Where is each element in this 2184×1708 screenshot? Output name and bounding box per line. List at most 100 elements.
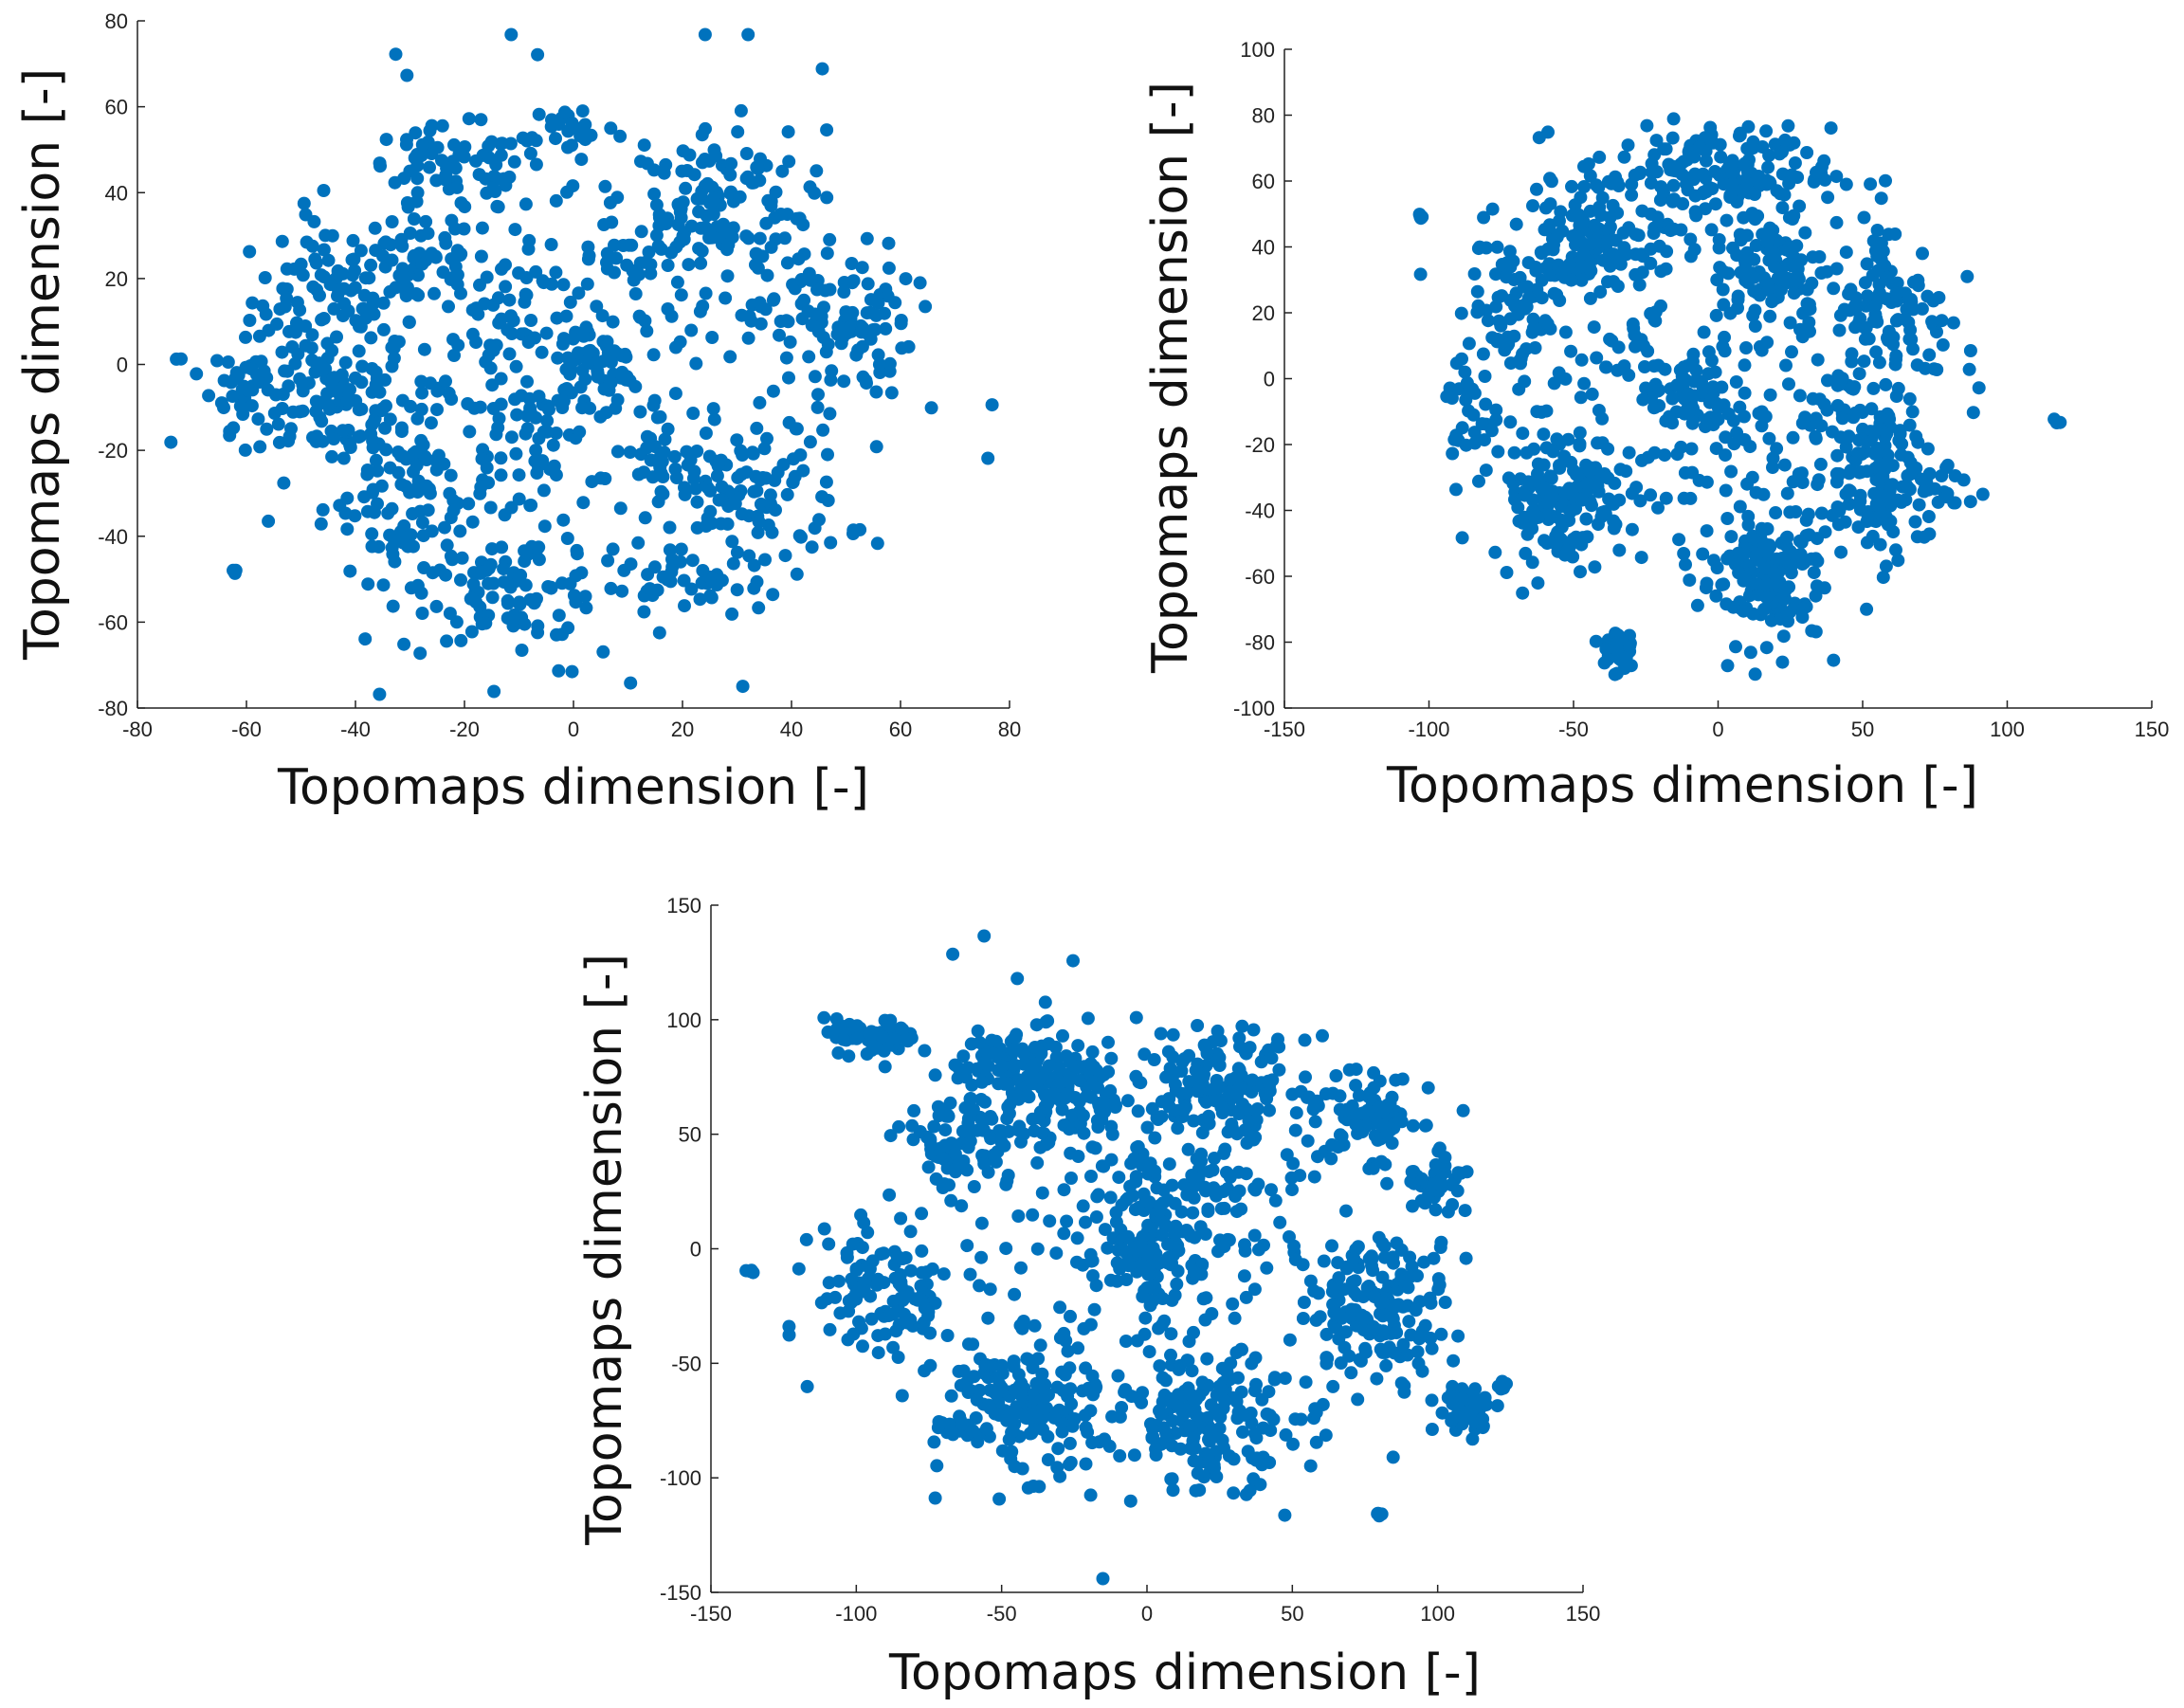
scatter-point bbox=[963, 1134, 977, 1148]
scatter-point bbox=[547, 459, 561, 473]
scatter-point bbox=[1214, 1202, 1228, 1216]
scatter-point bbox=[1531, 576, 1545, 591]
scatter-point bbox=[1479, 397, 1493, 411]
scatter-point bbox=[431, 448, 446, 463]
scatter-point bbox=[551, 351, 565, 365]
scatter-point bbox=[210, 354, 224, 368]
scatter-point bbox=[927, 1119, 941, 1134]
scatter-point bbox=[581, 344, 595, 358]
scatter-point bbox=[1272, 1063, 1286, 1077]
scatter-point bbox=[1035, 1186, 1049, 1200]
scatter-point bbox=[598, 472, 612, 485]
scatter-point bbox=[840, 1250, 854, 1264]
scatter-point bbox=[753, 473, 767, 487]
scatter-point bbox=[557, 105, 572, 119]
scatter-point bbox=[1002, 1124, 1016, 1138]
scatter-point bbox=[1916, 246, 1929, 261]
scatter-point bbox=[1718, 330, 1731, 344]
scatter-point bbox=[1690, 598, 1704, 612]
scatter-point bbox=[1484, 424, 1499, 438]
scatter-point bbox=[1596, 253, 1611, 267]
scatter-point bbox=[1379, 1358, 1393, 1372]
scatter-point bbox=[604, 355, 618, 369]
x-axis-title: Topomaps dimension [-] bbox=[1386, 757, 1978, 814]
scatter-point bbox=[981, 1398, 995, 1412]
scatter-point bbox=[1737, 604, 1751, 618]
scatter-point bbox=[1351, 1392, 1365, 1407]
scatter-point bbox=[425, 246, 439, 261]
scatter-point bbox=[1171, 1121, 1185, 1136]
scatter-point bbox=[1180, 1188, 1194, 1202]
scatter-point bbox=[1467, 1401, 1482, 1415]
scatter-point bbox=[369, 453, 383, 467]
scatter-point bbox=[1745, 470, 1759, 484]
scatter-point bbox=[659, 217, 673, 231]
scatter-point bbox=[1516, 516, 1530, 530]
scatter-point bbox=[576, 496, 591, 510]
scatter-point bbox=[626, 263, 640, 278]
scatter-point bbox=[1511, 500, 1525, 515]
scatter-point bbox=[1495, 258, 1509, 271]
scatter-point bbox=[1413, 267, 1428, 282]
scatter-point bbox=[1869, 345, 1884, 359]
scatter-point bbox=[1476, 1412, 1490, 1426]
scatter-point bbox=[1889, 390, 1903, 403]
scatter-point bbox=[336, 424, 350, 438]
scatter-point bbox=[985, 398, 999, 412]
scatter-point bbox=[400, 68, 414, 82]
scatter-point bbox=[520, 134, 534, 148]
scatter-point bbox=[504, 309, 518, 323]
scatter-point bbox=[435, 118, 449, 133]
scatter-point bbox=[378, 235, 392, 249]
scatter-point bbox=[1861, 509, 1875, 523]
scatter-point bbox=[1565, 487, 1579, 501]
scatter-point bbox=[280, 291, 294, 305]
scatter-point bbox=[1041, 1453, 1055, 1467]
scatter-point bbox=[1217, 1240, 1231, 1254]
scatter-point bbox=[379, 133, 393, 147]
scatter-point bbox=[1445, 391, 1459, 405]
scatter-point bbox=[1202, 1165, 1216, 1179]
scatter-point bbox=[1047, 1410, 1062, 1425]
scatter-point bbox=[1433, 1241, 1447, 1254]
scatter-point bbox=[544, 238, 558, 251]
scatter-point bbox=[977, 1055, 992, 1069]
scatter-point bbox=[1742, 267, 1756, 281]
scatter-point bbox=[1247, 1426, 1262, 1441]
scatter-point bbox=[1786, 212, 1799, 226]
scatter-point bbox=[1903, 323, 1918, 337]
scatter-point bbox=[637, 138, 651, 153]
scatter-point bbox=[1243, 1483, 1257, 1498]
scatter-point bbox=[1031, 1111, 1046, 1125]
scatter-point bbox=[387, 351, 401, 365]
x-tick-label: 100 bbox=[1420, 1602, 1455, 1626]
scatter-point bbox=[202, 389, 216, 403]
scatter-point bbox=[1035, 1126, 1049, 1140]
scatter-point bbox=[502, 293, 517, 307]
scatter-point bbox=[1719, 483, 1733, 498]
scatter-point bbox=[404, 484, 418, 499]
scatter-point bbox=[703, 504, 718, 518]
scatter-point bbox=[753, 395, 767, 409]
scatter-point bbox=[714, 453, 728, 467]
scatter-point bbox=[445, 392, 459, 407]
scatter-point bbox=[1725, 177, 1739, 191]
y-tick-label: 40 bbox=[105, 181, 128, 205]
scatter-point bbox=[1962, 362, 1976, 376]
scatter-point bbox=[1380, 1176, 1394, 1190]
scatter-point bbox=[407, 248, 421, 263]
scatter-point bbox=[956, 1417, 970, 1431]
y-tick-label: 150 bbox=[666, 894, 701, 918]
scatter-point bbox=[1765, 295, 1779, 309]
scatter-point bbox=[465, 303, 480, 318]
scatter-point bbox=[410, 287, 424, 300]
scatter-point bbox=[1187, 1114, 1201, 1128]
scatter-point bbox=[1085, 1045, 1100, 1059]
scatter-point bbox=[706, 230, 720, 245]
scatter-point bbox=[631, 467, 646, 482]
scatter-point bbox=[1669, 161, 1684, 175]
scatter-point bbox=[535, 345, 549, 359]
scatter-point bbox=[457, 150, 471, 164]
scatter-point bbox=[1654, 299, 1667, 313]
scatter-point bbox=[706, 208, 720, 221]
